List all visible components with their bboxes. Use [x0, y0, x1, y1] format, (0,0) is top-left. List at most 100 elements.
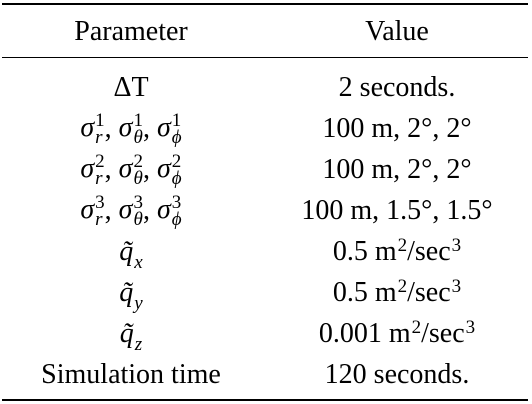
term-base: σ	[80, 111, 95, 143]
subscript: r	[95, 127, 103, 149]
term-base: σ	[118, 193, 133, 225]
subscript: y	[134, 293, 143, 315]
term-base: σ	[118, 152, 133, 184]
math-term: q̃ z	[119, 318, 143, 356]
subscript: θ	[133, 168, 143, 190]
table-cell: q̃ y	[0, 273, 262, 313]
script-stack: z	[134, 334, 143, 356]
header-cell: Value	[365, 16, 429, 47]
bottom-rule	[2, 399, 528, 401]
math-term: /sec 3	[421, 318, 475, 350]
subscript: r	[95, 209, 103, 231]
cell-text: ,	[142, 113, 157, 144]
subscript: ϕ	[171, 127, 182, 149]
script-stack: y	[134, 293, 143, 315]
table-row: q̃ z 0.001 m 2/sec 3	[0, 314, 532, 354]
superscript: 2	[397, 235, 408, 257]
table-cell: 0.5 m 2/sec 3	[262, 273, 532, 313]
table-row: q̃ y 0.5 m 2/sec 3	[0, 273, 532, 313]
cell-text: 120 seconds.	[324, 359, 470, 390]
superscript: 3	[95, 192, 105, 214]
cell-text: 100 m, 1.5°, 1.5°	[301, 195, 493, 226]
term-base: q̃	[119, 318, 134, 349]
superscript: 2	[411, 317, 422, 339]
table-row: q̃ x 0.5 m 2/sec 3	[0, 232, 532, 272]
cell-text: ΔT	[113, 72, 149, 103]
subscript: ϕ	[171, 209, 182, 231]
term-base: 0.5 m	[332, 277, 397, 308]
superscript: 3	[171, 192, 182, 214]
term-base: σ	[80, 193, 95, 225]
superscript: 3	[465, 317, 476, 339]
superscript: 3	[133, 192, 143, 214]
subscript: θ	[133, 127, 143, 149]
cell-text: ,	[142, 154, 157, 185]
subscript: ϕ	[171, 168, 182, 190]
superscript: 1	[171, 110, 182, 132]
term-base: /sec	[407, 277, 451, 308]
mid-rule	[2, 57, 528, 58]
math-term: /sec 3	[407, 277, 461, 309]
term-base: q̃	[119, 277, 134, 308]
top-rule	[2, 3, 528, 5]
superscript: 2	[171, 151, 182, 173]
script-stack: 3	[465, 317, 476, 339]
term-base: σ	[118, 111, 133, 143]
cell-text: ,	[104, 113, 119, 144]
header-cell: Parameter	[74, 16, 188, 47]
term-base: /sec	[407, 236, 451, 267]
script-stack: 3	[452, 236, 462, 255]
term-base: σ	[156, 152, 171, 184]
term-base: σ	[156, 111, 171, 143]
term-base: 0.001 m	[318, 318, 411, 349]
superscript: 2	[95, 151, 105, 173]
table-cell: 120 seconds.	[262, 355, 532, 395]
superscript: 3	[451, 276, 462, 298]
cell-text: ,	[104, 195, 119, 226]
subscript: θ	[133, 209, 143, 231]
term-base: σ	[156, 193, 171, 225]
term-base: 0.5 m	[332, 236, 397, 267]
script-stack: 3	[451, 276, 462, 298]
superscript: 1	[133, 110, 143, 132]
header-row: Parameter Value	[0, 12, 532, 52]
table-cell: q̃ x	[0, 232, 262, 272]
script-stack: 2	[397, 276, 408, 298]
table-cell: ΔT	[0, 68, 262, 108]
math-term: /sec 3	[407, 236, 461, 268]
subscript: z	[134, 334, 143, 356]
script-stack: 2	[411, 317, 422, 339]
table-cell: Simulation time	[0, 355, 262, 395]
subscript: x	[134, 252, 143, 274]
cell-text: 100 m, 2°, 2°	[322, 113, 472, 144]
superscript: 2	[133, 151, 143, 173]
table-row: Simulation time 120 seconds.	[0, 355, 532, 395]
table-cell: 100 m, 2°, 2°	[262, 150, 532, 190]
superscript: 2	[397, 276, 408, 298]
term-base: /sec	[421, 318, 465, 349]
math-term: q̃ x	[119, 236, 143, 274]
cell-text: ,	[104, 154, 119, 185]
